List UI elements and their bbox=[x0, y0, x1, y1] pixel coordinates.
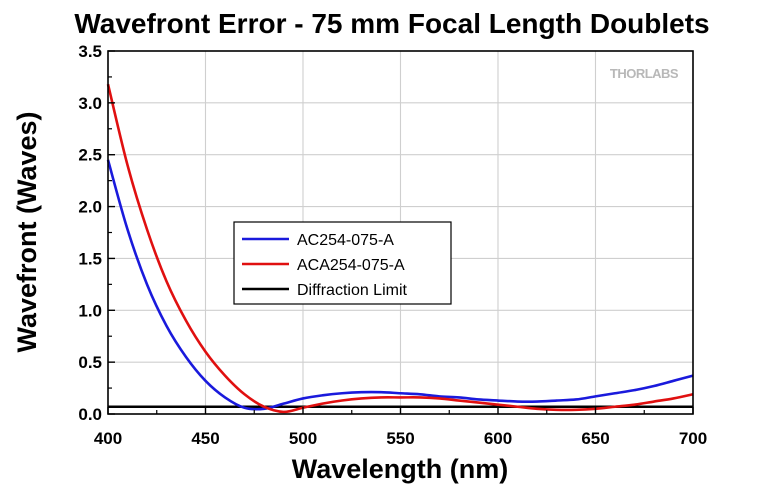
legend-label-diffraction-limit: Diffraction Limit bbox=[297, 282, 408, 299]
y-tick-label: 2.0 bbox=[78, 198, 102, 217]
legend-label-ac254: AC254-075-A bbox=[297, 232, 394, 249]
thorlabs-watermark: THORLABS bbox=[610, 66, 679, 81]
grid-layer bbox=[108, 51, 693, 414]
x-tick-label: 500 bbox=[289, 429, 317, 448]
y-tick-label: 0.0 bbox=[78, 405, 102, 424]
y-tick-label: 0.5 bbox=[78, 353, 102, 372]
series-ac254-075-a bbox=[106, 159, 694, 411]
legend: AC254-075-A ACA254-075-A Diffraction Lim… bbox=[233, 221, 452, 305]
ticks-layer: 400 450 500 550 600 650 700 0.0 0.5 1.0 1.5 2.0 2.5 3… bbox=[78, 42, 707, 448]
y-tick-label: 1.0 bbox=[78, 301, 102, 320]
x-tick-label: 550 bbox=[386, 429, 414, 448]
legend-label-aca254: ACA254-075-A bbox=[297, 257, 405, 274]
x-tick-label: 700 bbox=[679, 429, 707, 448]
y-tick-label: 3.0 bbox=[78, 94, 102, 113]
x-tick-label: 400 bbox=[94, 429, 122, 448]
y-tick-label: 1.5 bbox=[78, 249, 102, 268]
y-tick-label: 2.5 bbox=[78, 146, 102, 165]
y-axis-label: Wavefront (Waves) bbox=[12, 111, 42, 352]
x-tick-label: 600 bbox=[484, 429, 512, 448]
x-tick-label: 450 bbox=[191, 429, 219, 448]
y-tick-label: 3.5 bbox=[78, 42, 102, 61]
chart-title: Wavefront Error - 75 mm Focal Length Dou… bbox=[74, 8, 709, 39]
x-axis-label: Wavelength (nm) bbox=[292, 454, 509, 484]
x-tick-label: 650 bbox=[581, 429, 609, 448]
